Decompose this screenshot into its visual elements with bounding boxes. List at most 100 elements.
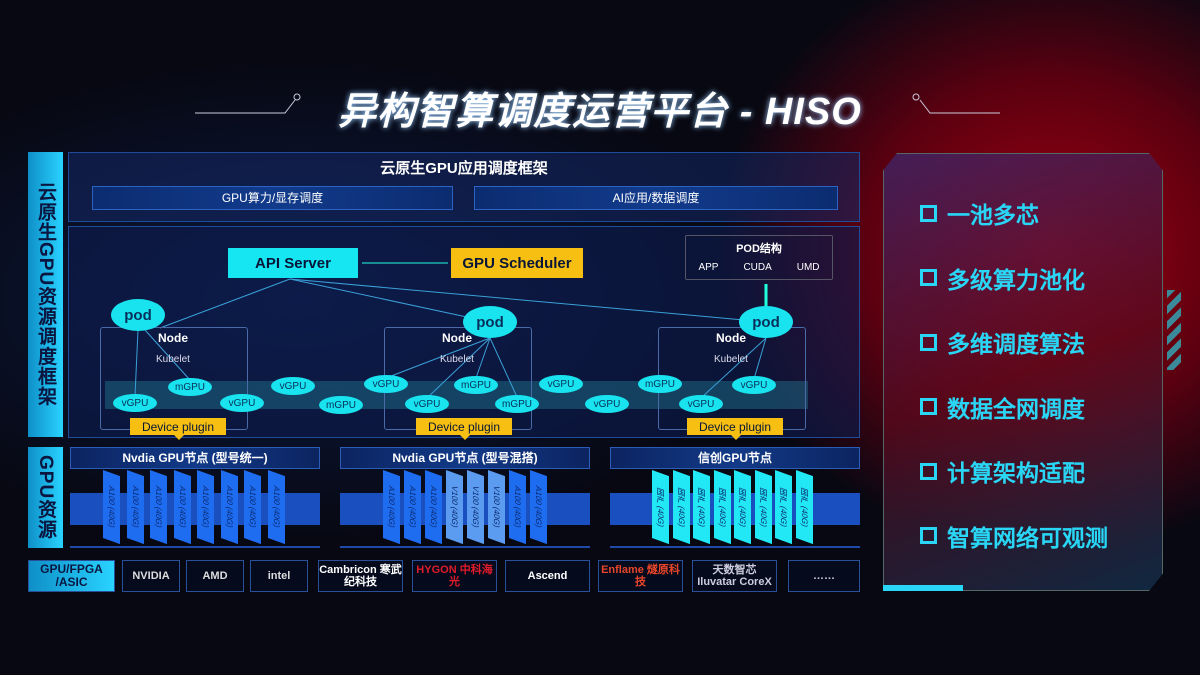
checkbox-icon: [920, 204, 937, 222]
vendor-logo-cambricon: Cambricon 寒武纪科技: [318, 560, 403, 592]
gpu-card: V100 (40G): [446, 470, 463, 545]
gpu-card: 国产 (40G): [672, 470, 690, 545]
page-title: 异构智算调度运营平台 - HISO: [338, 91, 862, 133]
device-plugin-box: Device plugin: [687, 418, 783, 435]
vendor-logo-amd: AMD: [186, 560, 244, 592]
gpu-node-base: [610, 540, 860, 548]
checkbox-icon: [920, 527, 937, 544]
gpu-card: A100 (40G): [383, 470, 400, 545]
gpu-card: 国产 (40G): [795, 470, 813, 545]
checkbox-icon: [920, 333, 937, 351]
feature-label: 计算架构适配: [947, 460, 1085, 486]
gpu-memory-scheduling: GPU算力/显存调度: [92, 186, 453, 210]
vgpu-unit: vGPU: [585, 395, 629, 413]
mgpu-unit: mGPU: [495, 395, 539, 413]
device-plugin-box: Device plugin: [416, 418, 512, 435]
node-label: Node: [716, 331, 746, 345]
feature-label: 智算网络可观测: [947, 524, 1108, 551]
arrow-down-icon: [174, 435, 184, 445]
gpu-node-base: [70, 540, 320, 548]
pod-structure-title: POD结构: [736, 243, 782, 255]
checkbox-icon: [920, 462, 937, 480]
checkbox-icon: [920, 269, 937, 286]
gpu-card: A100 (40G): [530, 470, 547, 545]
pod-structure-box: POD结构 APP CUDA UMD: [685, 235, 833, 280]
features-panel: [883, 153, 1163, 591]
vendor-logo-ascend: Ascend: [505, 560, 590, 592]
gpu-card: V100 (40G): [488, 470, 505, 545]
vendor-logo-天数智芯: 天数智芯 Iluvatar CoreX: [692, 560, 777, 592]
gpu-card: A100 (40G): [173, 470, 191, 545]
vendor-logo-enflame: Enflame 燧原科技: [598, 560, 683, 592]
gpu-card: 国产 (40G): [693, 470, 710, 545]
kubelet-label: Kubelet: [714, 354, 748, 365]
mgpu-unit: mGPU: [638, 375, 682, 393]
framework-label: 云原生GPU资源调度框架: [28, 152, 63, 437]
vgpu-unit: vGPU: [220, 394, 264, 412]
gpu-scheduler-box: GPU Scheduler: [451, 248, 583, 278]
mgpu-unit: mGPU: [454, 376, 498, 394]
gpu-card: A100 (40G): [404, 470, 421, 545]
ai-data-scheduling: AI应用/数据调度: [474, 186, 838, 210]
gpu-node-band: [340, 493, 590, 525]
vgpu-unit: vGPU: [539, 375, 583, 393]
mgpu-unit: mGPU: [319, 396, 363, 414]
gpu-card: 国产 (40G): [775, 470, 792, 545]
vgpu-unit: vGPU: [405, 395, 449, 413]
accent-bar: [883, 585, 963, 591]
feature-label: 多级算力池化: [947, 266, 1085, 293]
feature-item: 一池多芯: [920, 196, 1039, 230]
gpu-card: V100 (40G): [467, 470, 484, 545]
gpu-card: A100 (40G): [126, 470, 144, 545]
pod-ellipse: pod: [739, 306, 793, 338]
vgpu-unit: vGPU: [113, 394, 157, 412]
feature-label: 数据全网调度: [947, 395, 1085, 422]
gpu-node-header: Nvdia GPU节点 (型号统一): [70, 447, 320, 469]
gpu-card: 国产 (40G): [652, 470, 669, 545]
node-label: Node: [442, 331, 472, 345]
pod-ellipse: pod: [111, 299, 165, 331]
gpu-node-header: 信创GPU节点: [610, 447, 860, 469]
gpu-card: A100 (40G): [425, 470, 442, 545]
gpu-card: A100 (40G): [103, 470, 120, 545]
vendor-logo-hygon: HYGON 中科海光: [412, 560, 497, 592]
vgpu-unit: vGPU: [271, 377, 315, 395]
pod-item-cuda: CUDA: [743, 262, 772, 273]
gpu-resource-label: GPU资源: [28, 447, 63, 548]
vendor-logo-……: ……: [788, 560, 860, 592]
gpu-card: A100 (40G): [509, 470, 526, 545]
gpu-card: 国产 (40G): [754, 470, 772, 545]
gpu-card: A100 (40G): [267, 470, 285, 545]
device-plugin-box: Device plugin: [130, 418, 226, 435]
kubelet-label: Kubelet: [440, 354, 474, 365]
feature-label: 多维调度算法: [947, 331, 1085, 357]
gpu-card: A100 (40G): [150, 470, 167, 545]
vendor-logo-nvidia: NVIDIA: [122, 560, 180, 592]
kubelet-label: Kubelet: [156, 354, 190, 365]
pod-item-app: APP: [698, 262, 719, 273]
gpu-card: A100 (40G): [244, 470, 261, 545]
gpu-card: 国产 (40G): [734, 470, 751, 545]
arrow-down-icon: [731, 435, 741, 445]
gpu-card: 国产 (40G): [713, 470, 731, 545]
gpu-node-header: Nvdia GPU节点 (型号混搭): [340, 447, 590, 469]
arrow-down-icon: [460, 435, 470, 445]
pod-item-umd: UMD: [796, 262, 820, 273]
pod-ellipse: pod: [463, 306, 517, 338]
feature-item: 智算网络可观测: [920, 519, 1108, 553]
feature-label: 一池多芯: [947, 202, 1039, 228]
mgpu-unit: mGPU: [168, 378, 212, 396]
vendor-logo-intel: intel: [250, 560, 308, 592]
gpu-card: A100 (40G): [197, 470, 214, 545]
vgpu-unit: vGPU: [732, 376, 776, 394]
feature-item: 多维调度算法: [920, 325, 1085, 359]
vgpu-unit: vGPU: [364, 375, 408, 393]
checkbox-icon: [920, 398, 937, 415]
feature-item: 计算架构适配: [920, 454, 1085, 488]
feature-item: 多级算力池化: [920, 261, 1085, 295]
feature-item: 数据全网调度: [920, 390, 1085, 424]
vgpu-unit: vGPU: [679, 395, 723, 413]
stripe-decor: [1167, 290, 1181, 370]
